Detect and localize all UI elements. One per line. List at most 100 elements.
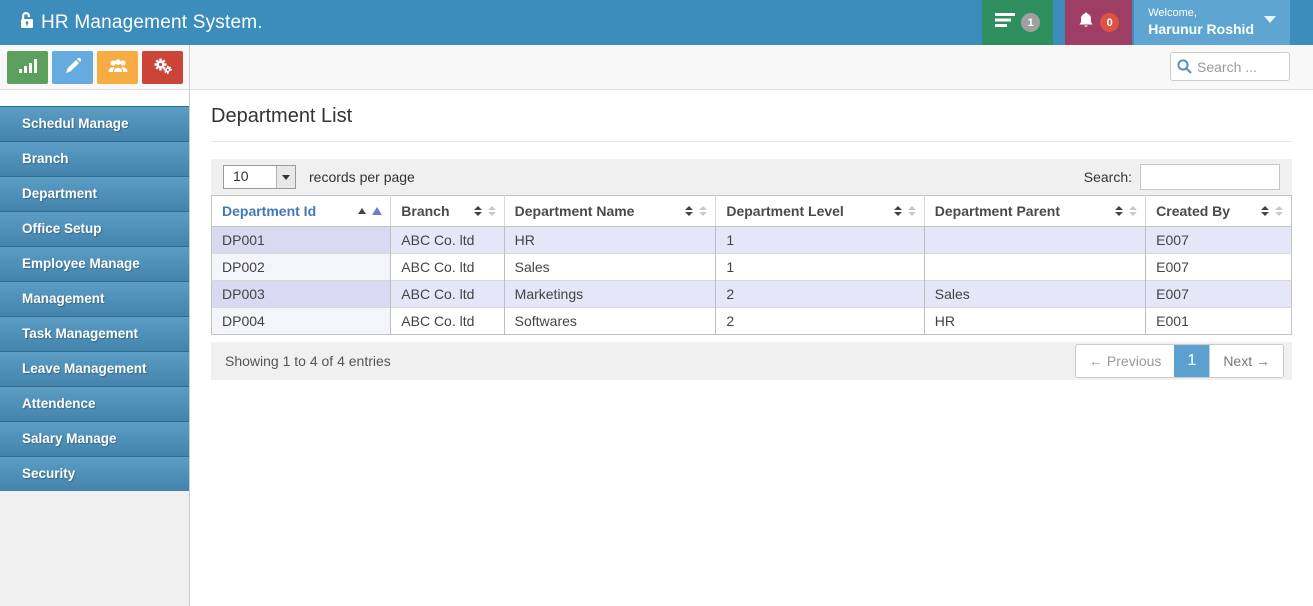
table-header-row: Department Id Branch Department Nam: [211, 195, 1292, 227]
list-icon: [995, 13, 1016, 32]
cell-department-name: Softwares: [503, 307, 716, 335]
table-row[interactable]: DP004 ABC Co. ltd Softwares 2 HR E001: [211, 307, 1292, 335]
bar-chart-icon: [18, 59, 37, 76]
shortcut-buttons: [7, 51, 183, 84]
sidebar-item-attendence[interactable]: Attendence: [0, 386, 189, 421]
pencil-icon: [65, 57, 81, 77]
sidebar-item-leave-management[interactable]: Leave Management: [0, 351, 189, 386]
chevron-down-icon: [1264, 15, 1276, 23]
cell-department-parent: [923, 253, 1146, 281]
cell-department-parent: [923, 226, 1146, 254]
column-header-department-name[interactable]: Department Name: [503, 195, 716, 227]
records-per-page-label: records per page: [309, 169, 415, 185]
cell-created-by: E001: [1145, 307, 1292, 335]
column-header-branch[interactable]: Branch: [390, 195, 505, 227]
sidebar-item-department[interactable]: Department: [0, 176, 189, 211]
menu-spacer: [0, 91, 189, 106]
sidebar: Schedul Manage Branch Department Office …: [0, 91, 189, 606]
sidebar-item-salary-manage[interactable]: Salary Manage: [0, 421, 189, 456]
table-search-input[interactable]: [1140, 164, 1280, 190]
sidebar-item-branch[interactable]: Branch: [0, 141, 189, 176]
cell-department-level: 1: [715, 253, 925, 281]
cell-department-id: DP002: [211, 253, 391, 281]
header-bar: HR Management System. 1: [0, 0, 1313, 45]
table-footer: Showing 1 to 4 of 4 entries ← Previous 1…: [211, 342, 1292, 380]
bell-icon: [1078, 12, 1094, 34]
sidebar-item-management[interactable]: Management: [0, 281, 189, 316]
column-label: Department Level: [726, 203, 844, 219]
records-per-page-value: 10: [233, 168, 249, 184]
column-label: Department Id: [222, 203, 317, 219]
department-table: Department Id Branch Department Nam: [211, 195, 1292, 335]
user-name: Harunur Roshid: [1148, 21, 1254, 38]
column-header-created-by[interactable]: Created By: [1145, 195, 1292, 227]
notifications-button[interactable]: 0: [1065, 0, 1133, 45]
sidebar-item-employee-manage[interactable]: Employee Manage: [0, 246, 189, 281]
column-header-department-id[interactable]: Department Id: [211, 195, 391, 227]
cell-branch: ABC Co. ltd: [390, 307, 505, 335]
sidebar-item-office-setup[interactable]: Office Setup: [0, 211, 189, 246]
select-arrow-icon: [276, 166, 295, 188]
cell-department-id: DP004: [211, 307, 391, 335]
table-search-label: Search:: [1083, 169, 1132, 185]
users-icon: [108, 58, 128, 77]
records-per-page-select[interactable]: 10: [223, 165, 296, 189]
cell-department-level: 2: [715, 280, 925, 308]
cell-created-by: E007: [1145, 253, 1292, 281]
sort-both-icon: [1261, 206, 1283, 216]
gears-icon: [154, 58, 172, 77]
table-row[interactable]: DP001 ABC Co. ltd HR 1 E007: [211, 226, 1292, 254]
sort-both-icon: [1115, 206, 1138, 216]
cell-department-name: Marketings: [503, 280, 716, 308]
search-icon: [1177, 59, 1192, 79]
sort-both-icon: [473, 206, 496, 216]
toolbar-strip: [0, 45, 1313, 90]
user-menu[interactable]: Welcome, Harunur Roshid: [1134, 0, 1290, 45]
page-title: Department List: [211, 105, 353, 127]
table-row[interactable]: DP002 ABC Co. ltd Sales 1 E007: [211, 253, 1292, 281]
global-search-input[interactable]: [1170, 52, 1290, 81]
cell-created-by: E007: [1145, 226, 1292, 254]
sort-asc-icon: [358, 207, 383, 215]
column-label: Department Name: [514, 203, 635, 219]
table-row[interactable]: DP003 ABC Co. ltd Marketings 2 Sales E00…: [211, 280, 1292, 308]
cell-department-parent: HR: [923, 307, 1146, 335]
settings-button[interactable]: [142, 51, 183, 84]
sidebar-divider: [189, 45, 190, 606]
column-label: Branch: [401, 203, 450, 219]
lock-icon: [19, 11, 35, 34]
welcome-text: Welcome,: [1148, 7, 1197, 20]
cell-branch: ABC Co. ltd: [390, 253, 505, 281]
cell-created-by: E007: [1145, 280, 1292, 308]
global-search: [1170, 52, 1290, 81]
messages-count-badge: 1: [1021, 13, 1041, 32]
cell-branch: ABC Co. ltd: [390, 280, 505, 308]
column-header-department-level[interactable]: Department Level: [715, 195, 925, 227]
edit-button[interactable]: [52, 51, 93, 84]
sidebar-item-security[interactable]: Security: [0, 456, 189, 491]
next-page-button[interactable]: Next →: [1209, 345, 1283, 377]
sidebar-item-task-management[interactable]: Task Management: [0, 316, 189, 351]
previous-page-button[interactable]: ← Previous: [1076, 345, 1175, 377]
cell-department-level: 1: [715, 226, 925, 254]
brand[interactable]: HR Management System.: [0, 11, 263, 34]
pagination: ← Previous 1 Next →: [1075, 344, 1284, 378]
entries-summary: Showing 1 to 4 of 4 entries: [225, 353, 391, 369]
column-header-department-parent[interactable]: Department Parent: [923, 195, 1146, 227]
cell-branch: ABC Co. ltd: [390, 226, 505, 254]
current-page-button[interactable]: 1: [1174, 345, 1210, 377]
title-divider: [211, 141, 1292, 142]
cell-department-level: 2: [715, 307, 925, 335]
table-toolbar: 10 records per page Search:: [211, 159, 1292, 195]
sort-both-icon: [893, 206, 916, 216]
cell-department-id: DP003: [211, 280, 391, 308]
cell-department-name: Sales: [503, 253, 716, 281]
sidebar-item-schedul-manage[interactable]: Schedul Manage: [0, 106, 189, 141]
cell-department-parent: Sales: [923, 280, 1146, 308]
bar-chart-button[interactable]: [7, 51, 48, 84]
main-content: Department List 10 records per page Sear…: [190, 91, 1313, 606]
messages-button[interactable]: 1: [982, 0, 1054, 45]
sort-both-icon: [685, 206, 708, 216]
users-button[interactable]: [97, 51, 138, 84]
